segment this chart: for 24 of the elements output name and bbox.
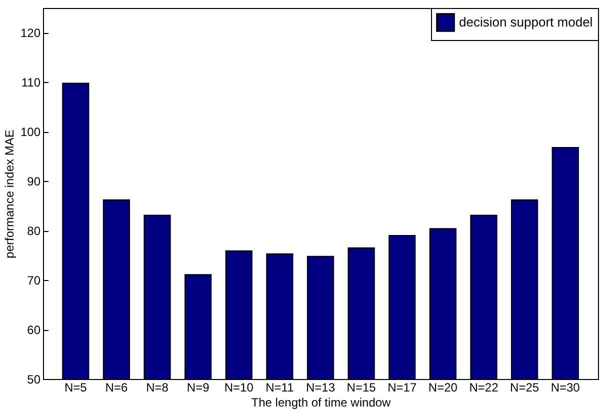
x-tick-label: N=25 <box>510 380 540 394</box>
x-tick-label: N=30 <box>550 380 580 394</box>
x-tick-label: N=22 <box>469 380 499 394</box>
y-tick-label: 100 <box>20 125 41 140</box>
y-tick-label: 60 <box>27 323 41 338</box>
x-tick-label: N=17 <box>388 380 417 394</box>
y-tick-label: 110 <box>21 76 41 90</box>
legend-label: decision support model <box>459 14 593 30</box>
x-tick-label: N=15 <box>346 380 376 394</box>
y-tick-label: 50 <box>27 372 41 386</box>
y-tick-label: 80 <box>27 224 41 238</box>
x-tick-label: N=20 <box>428 380 458 394</box>
y-axis-title: performance index MAE <box>2 130 16 258</box>
x-tick-label: N=6 <box>105 380 128 394</box>
x-tick-label: N=5 <box>64 380 88 394</box>
x-axis-title: The length of time window <box>251 396 392 410</box>
x-tick-label: N=9 <box>186 380 210 394</box>
x-tick-label: N=13 <box>306 380 336 394</box>
y-tick-label: 90 <box>27 174 41 189</box>
x-tick-label: N=11 <box>266 380 294 394</box>
x-tick-label: N=10 <box>224 380 254 394</box>
y-tick-label: 70 <box>27 274 41 288</box>
x-tick-label: N=8 <box>146 380 169 394</box>
y-tick-label: 120 <box>20 26 41 40</box>
